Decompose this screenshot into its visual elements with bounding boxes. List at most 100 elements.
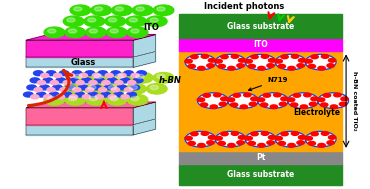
Circle shape [65,27,85,38]
Circle shape [72,71,82,76]
Circle shape [94,7,103,11]
Circle shape [237,141,244,145]
Circle shape [297,64,304,67]
Circle shape [147,84,167,94]
Circle shape [270,105,278,109]
Circle shape [48,96,56,101]
Circle shape [82,78,91,83]
Circle shape [221,97,228,101]
Circle shape [257,98,265,102]
Circle shape [127,94,148,105]
Circle shape [251,132,258,136]
Circle shape [233,94,240,97]
Circle shape [215,136,222,140]
Circle shape [91,5,111,15]
Circle shape [317,93,349,108]
Bar [179,51,342,151]
Circle shape [129,85,138,90]
Circle shape [322,55,329,58]
Circle shape [245,59,252,63]
Circle shape [330,105,338,109]
Circle shape [74,74,82,79]
Circle shape [53,85,62,90]
Circle shape [56,78,65,83]
Circle shape [238,58,246,62]
Circle shape [200,103,208,107]
Circle shape [88,85,96,90]
Circle shape [115,74,124,79]
Circle shape [261,132,269,135]
Polygon shape [27,57,134,67]
Circle shape [157,7,165,11]
Circle shape [297,141,304,145]
Circle shape [147,16,167,26]
Circle shape [125,84,146,94]
Circle shape [287,98,295,102]
Circle shape [228,143,235,147]
Circle shape [69,78,78,83]
Circle shape [322,132,329,135]
Circle shape [221,55,228,59]
Circle shape [125,16,146,26]
Circle shape [245,131,276,147]
Circle shape [185,59,192,63]
Circle shape [290,103,298,107]
Circle shape [311,97,318,101]
Circle shape [215,54,246,70]
Circle shape [329,136,336,139]
Circle shape [110,96,118,101]
Circle shape [245,54,276,70]
Circle shape [121,95,129,99]
Circle shape [208,58,216,62]
Circle shape [59,71,69,76]
Circle shape [231,132,239,135]
Circle shape [65,85,75,90]
Circle shape [78,85,88,90]
Circle shape [318,143,325,147]
Circle shape [185,136,192,140]
Circle shape [274,93,281,97]
Circle shape [228,93,258,108]
Circle shape [34,71,43,76]
Circle shape [104,85,114,90]
Circle shape [188,142,195,145]
Circle shape [240,105,248,109]
Circle shape [231,103,238,107]
Circle shape [299,136,306,139]
Circle shape [231,55,239,58]
Bar [179,164,342,184]
Circle shape [85,27,106,38]
Circle shape [219,102,226,106]
Circle shape [44,94,65,105]
Circle shape [134,78,143,83]
Circle shape [317,98,325,102]
Circle shape [118,73,126,77]
Circle shape [46,71,56,76]
Circle shape [191,132,198,136]
Circle shape [207,141,214,145]
Circle shape [153,5,174,15]
Circle shape [288,143,295,147]
Circle shape [260,103,268,107]
Circle shape [323,94,331,97]
Circle shape [74,7,82,11]
Circle shape [84,16,105,26]
Circle shape [121,78,130,83]
Circle shape [112,5,132,15]
Circle shape [62,92,72,97]
Circle shape [54,73,62,77]
Circle shape [85,94,106,105]
Circle shape [251,55,258,59]
Circle shape [308,64,316,68]
Circle shape [91,85,101,90]
Circle shape [136,74,144,79]
Circle shape [153,73,174,83]
Circle shape [75,92,85,97]
Circle shape [150,18,158,22]
Bar [179,14,342,38]
Circle shape [130,85,139,90]
Circle shape [70,73,91,83]
Circle shape [105,16,125,26]
Circle shape [95,78,104,83]
Polygon shape [27,102,155,108]
